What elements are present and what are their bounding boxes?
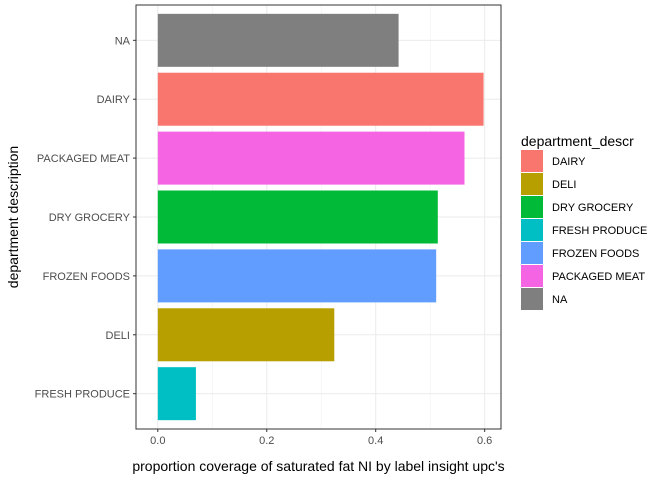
legend-label: DRY GROCERY bbox=[552, 202, 634, 214]
legend-key bbox=[521, 150, 543, 172]
x-tick-label: 0.4 bbox=[368, 435, 383, 447]
y-tick-label: FROZEN FOODS bbox=[43, 271, 130, 283]
bars bbox=[157, 13, 484, 421]
legend-label: NA bbox=[552, 294, 568, 306]
y-tick-label: PACKAGED MEAT bbox=[37, 153, 130, 165]
legend-label: DELI bbox=[552, 179, 576, 191]
x-axis-title: proportion coverage of saturated fat NI … bbox=[132, 458, 504, 474]
legend: department_descr DAIRY DELI DRY GROCERY FRE… bbox=[521, 133, 647, 310]
y-tick-label: DELI bbox=[106, 330, 130, 342]
legend-key bbox=[521, 173, 543, 195]
bar-fresh-produce bbox=[157, 367, 196, 421]
legend-key bbox=[521, 265, 543, 287]
y-axis-title: department description bbox=[5, 146, 21, 288]
y-tick-label: DAIRY bbox=[97, 94, 131, 106]
legend-label: FROZEN FOODS bbox=[552, 248, 639, 260]
bar-dry-grocery bbox=[157, 190, 438, 244]
bar-dairy bbox=[157, 72, 484, 126]
legend-title: department_descr bbox=[521, 133, 634, 149]
x-tick-label: 0.2 bbox=[259, 435, 274, 447]
x-axis-ticks: 0.0 0.2 0.4 0.6 bbox=[150, 429, 492, 447]
y-tick-label: FRESH PRODUCE bbox=[35, 389, 130, 401]
y-tick-label: DRY GROCERY bbox=[49, 212, 131, 224]
x-tick-label: 0.6 bbox=[477, 435, 492, 447]
legend-key bbox=[521, 219, 543, 241]
legend-label: PACKAGED MEAT bbox=[552, 271, 645, 283]
y-axis-ticks: FRESH PRODUCE DELI FROZEN FOODS DRY GROCERY… bbox=[35, 35, 136, 401]
legend-label: DAIRY bbox=[552, 156, 586, 168]
bar-na bbox=[157, 13, 399, 67]
legend-key bbox=[521, 196, 543, 218]
y-tick-label: NA bbox=[115, 35, 131, 47]
legend-key bbox=[521, 288, 543, 310]
legend-label: FRESH PRODUCE bbox=[552, 225, 647, 237]
bar-frozen-foods bbox=[157, 249, 437, 303]
bar-packaged-meat bbox=[157, 131, 465, 185]
x-tick-label: 0.0 bbox=[150, 435, 165, 447]
bar-deli bbox=[157, 308, 335, 362]
legend-key bbox=[521, 242, 543, 264]
